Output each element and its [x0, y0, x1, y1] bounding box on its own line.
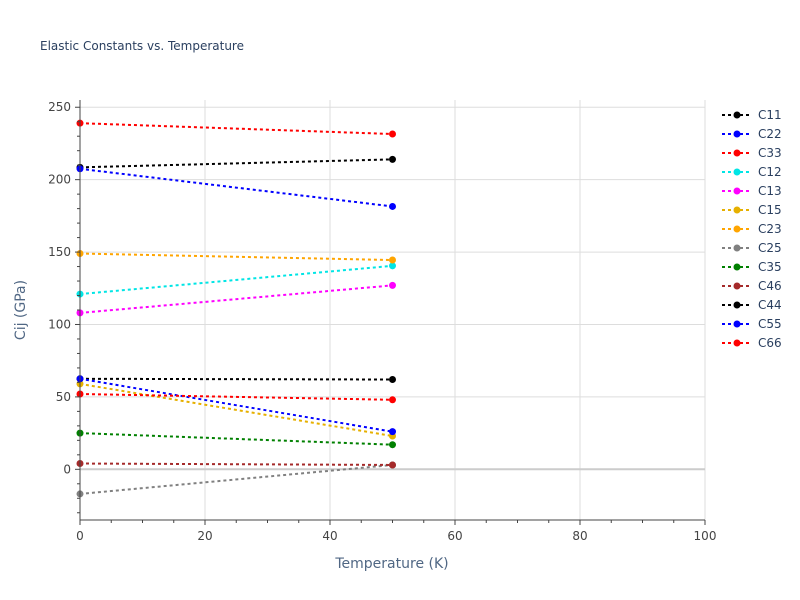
data-point-c23[interactable] — [389, 256, 396, 264]
legend-item-c25[interactable]: C25 — [722, 241, 782, 255]
series-line-c11 — [79, 158, 393, 169]
legend-item-c33[interactable]: C33 — [722, 146, 782, 160]
x-tick-label: 80 — [572, 529, 587, 543]
series-line-c23 — [79, 252, 393, 262]
legend-marker-c25 — [733, 244, 741, 252]
series-c46 — [76, 460, 396, 469]
x-tick-label: 0 — [76, 529, 84, 543]
series-c22 — [76, 165, 396, 210]
legend-item-c35[interactable]: C35 — [722, 260, 782, 274]
legend-label-c22: C22 — [758, 127, 782, 141]
series-line-c13 — [79, 284, 393, 314]
legend-marker-c12 — [733, 168, 741, 176]
y-tick-label: 0 — [63, 462, 71, 476]
x-tick-label: 60 — [447, 529, 462, 543]
axes: 0 20 40 60 80 100 0 50 100 150 200 250 — [48, 100, 716, 543]
legend-label-c12: C12 — [758, 165, 782, 179]
series-line-c15 — [79, 382, 393, 437]
series-line-c44 — [79, 377, 393, 381]
legend-item-c12[interactable]: C12 — [722, 165, 782, 179]
x-tick-label: 20 — [197, 529, 212, 543]
legend-item-c11[interactable]: C11 — [722, 108, 782, 122]
data-point-c13[interactable] — [389, 281, 396, 289]
chart-title: Elastic Constants vs. Temperature — [40, 39, 244, 53]
legend-label-c35: C35 — [758, 260, 782, 274]
data-point-c44[interactable] — [389, 376, 396, 384]
legend-label-c11: C11 — [758, 108, 782, 122]
data-point-c33[interactable] — [389, 130, 396, 138]
legend-label-c23: C23 — [758, 222, 782, 236]
legend-item-c15[interactable]: C15 — [722, 203, 782, 217]
series-c35 — [76, 429, 396, 449]
legend-item-c46[interactable]: C46 — [722, 279, 782, 293]
legend-item-c23[interactable]: C23 — [722, 222, 782, 236]
legend-marker-c11 — [733, 111, 741, 119]
legend-marker-c66 — [733, 339, 741, 347]
data-point-c35[interactable] — [389, 441, 396, 449]
legend-marker-c22 — [733, 130, 741, 138]
legend-label-c55: C55 — [758, 317, 782, 331]
data-point-c12[interactable] — [389, 262, 396, 270]
legend-item-c44[interactable]: C44 — [722, 298, 782, 312]
data-point-c22[interactable] — [389, 202, 396, 210]
series-line-c46 — [79, 462, 393, 466]
series-c15 — [76, 380, 396, 440]
series-line-c22 — [79, 167, 393, 208]
series-c12 — [76, 262, 396, 298]
legend-marker-c15 — [733, 206, 741, 214]
legend-label-c25: C25 — [758, 241, 782, 255]
series-c23 — [76, 250, 396, 264]
series-c11 — [76, 155, 396, 171]
grid — [80, 100, 706, 520]
series-c25 — [76, 461, 396, 498]
legend-marker-c44 — [733, 301, 741, 309]
legend-marker-c55 — [733, 320, 741, 328]
y-axis-label: Cij (GPa) — [13, 280, 29, 340]
legend-label-c44: C44 — [758, 298, 782, 312]
legend-marker-c13 — [733, 187, 741, 195]
y-tick-label: 150 — [48, 245, 71, 259]
legend-item-c13[interactable]: C13 — [722, 184, 782, 198]
legend-marker-c33 — [733, 149, 741, 157]
legend-label-c46: C46 — [758, 279, 782, 293]
y-tick-label: 250 — [48, 100, 71, 114]
legend-label-c15: C15 — [758, 203, 782, 217]
data-point-c66[interactable] — [389, 396, 396, 404]
legend-item-c22[interactable]: C22 — [722, 127, 782, 141]
series-line-c35 — [79, 432, 393, 446]
legend-label-c13: C13 — [758, 184, 782, 198]
series-line-c33 — [79, 122, 393, 136]
legend-item-c55[interactable]: C55 — [722, 317, 782, 331]
data-point-c55[interactable] — [389, 428, 396, 436]
y-tick-label: 50 — [56, 390, 71, 404]
y-tick-label: 200 — [48, 173, 71, 187]
legend-marker-c23 — [733, 225, 741, 233]
legend-label-c66: C66 — [758, 336, 782, 350]
series-c44 — [76, 375, 396, 384]
legend-marker-c46 — [733, 282, 741, 290]
series-c55 — [76, 375, 396, 436]
series-line-c66 — [79, 393, 393, 401]
x-axis-label: Temperature (K) — [334, 556, 448, 572]
series-layer — [76, 119, 396, 498]
x-tick-label: 100 — [694, 529, 717, 543]
x-tick-label: 40 — [322, 529, 337, 543]
series-c13 — [76, 281, 396, 317]
series-c33 — [76, 119, 396, 138]
series-line-c55 — [79, 377, 393, 433]
y-tick-label: 100 — [48, 317, 71, 331]
legend: C11 C22 C33 C12 C13 C15 C23 C25 C35 C46 C44 C55 C66 — [722, 108, 782, 350]
legend-item-c66[interactable]: C66 — [722, 336, 782, 350]
series-line-c25 — [79, 463, 393, 495]
data-point-c46[interactable] — [389, 461, 396, 469]
series-line-c12 — [79, 264, 393, 296]
legend-marker-c35 — [733, 263, 741, 271]
legend-label-c33: C33 — [758, 146, 782, 160]
data-point-c11[interactable] — [389, 155, 396, 163]
